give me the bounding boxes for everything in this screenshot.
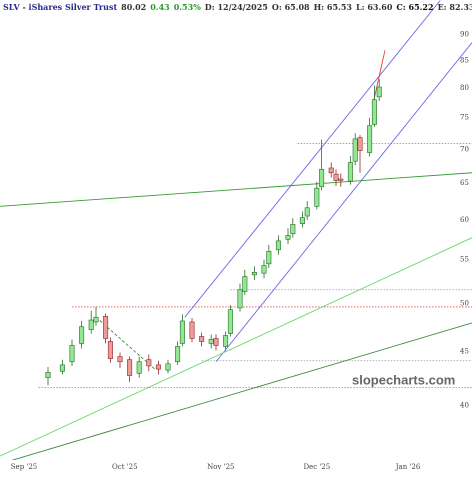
candles [45, 79, 382, 386]
header-item: H: 65.53 [314, 2, 353, 12]
candle-body [117, 356, 123, 363]
candle-body [136, 361, 142, 374]
header-item: C: 65.22 [396, 2, 433, 12]
candle-body [127, 359, 133, 376]
y-tick-label: 55 [460, 256, 469, 264]
trend-line [184, 0, 441, 318]
candle-body [59, 364, 65, 372]
header-item: L: 63.60 [356, 2, 393, 12]
x-tick-label: Nov '25 [207, 463, 234, 471]
y-tick-label: 60 [460, 216, 469, 224]
candle-body [314, 187, 320, 207]
candle-body [227, 309, 233, 334]
candle-body [213, 338, 219, 346]
header-item: 0.43 [150, 2, 170, 12]
y-tick-label: 40 [460, 401, 469, 409]
candle-body [88, 319, 94, 330]
candle-body [275, 240, 281, 251]
header-item: E: 82.33 [438, 2, 472, 12]
candle-body [69, 345, 75, 363]
candle-body [304, 207, 310, 217]
candle-body [367, 125, 373, 153]
candle-body [299, 217, 305, 224]
x-tick-label: Sep '25 [11, 463, 37, 471]
trend-line [11, 322, 472, 460]
y-tick-label: 70 [460, 145, 469, 153]
x-tick-label: Dec '25 [303, 463, 330, 471]
candle-body [79, 326, 85, 344]
x-tick-label: Jan '26 [395, 463, 421, 471]
candle-body [223, 335, 229, 347]
candle-body [208, 339, 214, 344]
y-tick-label: 50 [460, 299, 469, 307]
trend-line [373, 50, 386, 100]
candle-body [376, 86, 382, 98]
watermark: slopecharts.com [352, 372, 455, 387]
candle-body [266, 251, 272, 265]
candle-body [290, 224, 296, 235]
candle-body [45, 371, 51, 378]
header-item: SLV - iShares Silver Trust [3, 2, 117, 12]
candle-body [338, 178, 344, 181]
y-tick-label: 75 [460, 114, 469, 122]
y-tick-label: 80 [460, 84, 469, 92]
candle-body [347, 162, 353, 182]
candle-body [237, 289, 243, 309]
y-tick-label: 45 [460, 347, 469, 355]
candle-body [333, 173, 339, 181]
candle-body [179, 320, 185, 344]
header: SLV - iShares Silver Trust 80.02 0.43 0.53%… [3, 2, 472, 12]
candle-body [285, 235, 291, 240]
trend-line [95, 316, 157, 371]
candle-body [251, 272, 257, 276]
candle-body [165, 363, 171, 371]
header-item: 80.02 [121, 2, 146, 12]
candle-body [371, 99, 377, 125]
trend-line [215, 42, 472, 363]
candle-body [242, 276, 248, 292]
candle-body [103, 315, 109, 339]
candle-body [319, 169, 325, 188]
y-tick-label: 85 [460, 56, 469, 64]
candle-body [146, 359, 152, 367]
candle-body [107, 341, 113, 359]
annotations [0, 0, 472, 460]
header-item: O: 65.08 [272, 2, 310, 12]
candle-body [328, 167, 334, 174]
candle-body [357, 137, 363, 151]
candle-body [261, 265, 267, 274]
candle-body [189, 321, 195, 339]
header-item: D: 12/24/2025 [205, 2, 268, 12]
x-tick-label: Oct '25 [112, 463, 138, 471]
candle-body [199, 336, 205, 342]
candle-body [175, 346, 181, 363]
header-item: 0.53% [174, 2, 201, 12]
candle-body [93, 316, 99, 323]
y-tick-label: 90 [460, 30, 469, 38]
trend-line [0, 237, 472, 457]
y-tick-label: 65 [460, 179, 469, 187]
trend-line [0, 172, 472, 207]
candle-body [155, 364, 161, 370]
candle-body [352, 138, 358, 162]
